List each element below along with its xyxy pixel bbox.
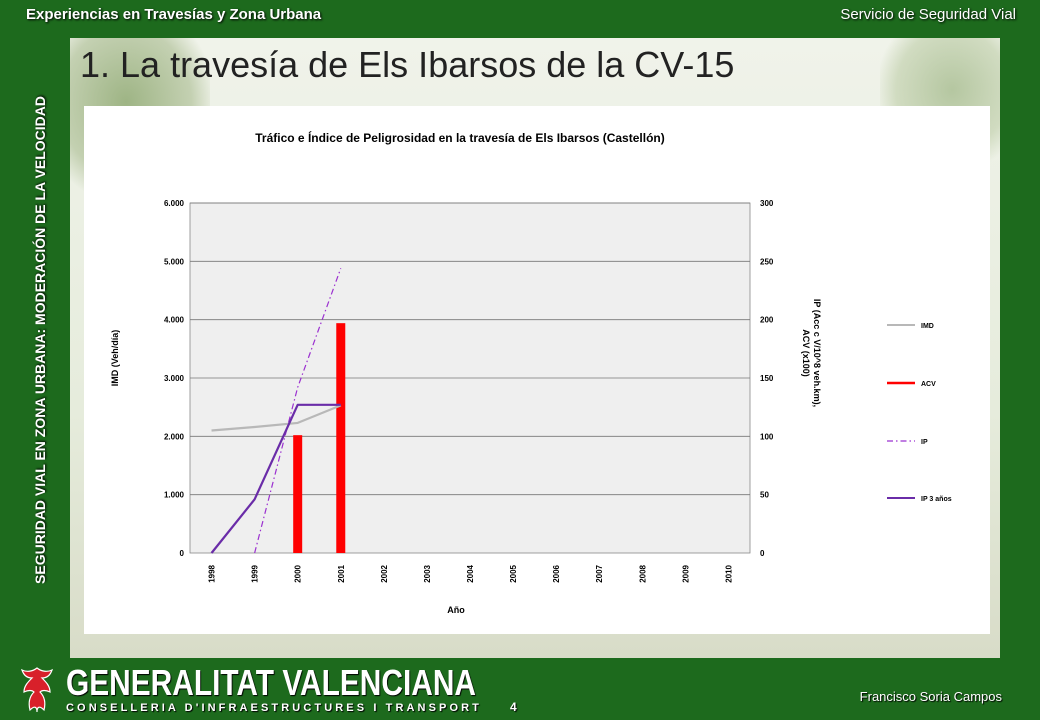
presentation-topic: Experiencias en Travesías y Zona Urbana (26, 6, 322, 23)
legend-label: IP 3 años (921, 496, 952, 503)
x-tick-label: 2000 (294, 564, 303, 582)
bat-emblem-icon (20, 667, 54, 713)
x-tick-label: 1999 (251, 564, 260, 582)
logo-name: GENERALITAT VALENCIANA (66, 662, 477, 703)
author-name: Francisco Soria Campos (859, 689, 1002, 704)
y-right-tick-label: 250 (760, 257, 774, 266)
logo-subtitle: CONSELLERIA D'INFRAESTRUCTURES I TRANSPO… (66, 702, 482, 714)
y-right-tick-label: 100 (760, 432, 774, 441)
y-right-tick-label: 150 (760, 374, 774, 383)
y-left-tick-label: 3.000 (164, 374, 185, 383)
acv-bar (336, 323, 346, 553)
y-left-tick-label: 6.000 (164, 199, 185, 208)
series-line-ip-3-aos (210, 403, 341, 554)
y-left-tick-label: 1.000 (164, 491, 185, 500)
x-tick-label: 2009 (681, 564, 690, 582)
vertical-section-label: SEGURIDAD VIAL EN ZONA URBANA: MODERACIÓ… (32, 96, 48, 584)
y-right-tick-label: 300 (760, 199, 774, 208)
x-tick-label: 2010 (724, 564, 733, 582)
y-left-tick-label: 0 (180, 549, 185, 558)
x-axis-label: Año (447, 605, 465, 615)
y-left-axis-label: IMD (Veh/día) (110, 330, 120, 387)
chart-title: Tráfico e Índice de Peligrosidad en la t… (255, 130, 664, 145)
generalitat-logo: GENERALITAT VALENCIANA CONSELLERIA D'INF… (14, 664, 479, 716)
traffic-danger-chart: Tráfico e Índice de Peligrosidad en la t… (110, 130, 952, 615)
x-tick-label: 2008 (638, 564, 647, 582)
chart-panel: Tráfico e Índice de Peligrosidad en la t… (84, 106, 990, 634)
slide-title: 1. La travesía de Els Ibarsos de la CV-1… (80, 44, 735, 85)
x-tick-label: 2005 (509, 564, 518, 582)
series-line-imd (211, 404, 342, 432)
y-left-tick-label: 5.000 (164, 257, 185, 266)
x-tick-label: 2004 (466, 564, 475, 582)
x-tick-label: 2002 (380, 564, 389, 582)
y-right-tick-label: 0 (760, 549, 765, 558)
y-left-tick-label: 4.000 (164, 316, 185, 325)
series-line-ip (254, 268, 342, 554)
y-right-tick-label: 200 (760, 316, 774, 325)
x-tick-label: 2006 (552, 564, 561, 582)
page-number: 4 (510, 700, 517, 714)
department-name: Servicio de Seguridad Vial (840, 6, 1016, 23)
y-left-tick-label: 2.000 (164, 432, 185, 441)
legend-label: IMD (921, 323, 934, 330)
y-right-axis-label: IP (Acc c V/10^8 veh.km),ACV (x100) (801, 299, 822, 407)
x-tick-label: 1998 (208, 564, 217, 582)
x-tick-label: 2007 (595, 564, 604, 582)
y-right-tick-label: 50 (760, 491, 769, 500)
acv-bar (293, 435, 303, 553)
x-tick-label: 2001 (337, 564, 346, 582)
legend-label: ACV (921, 381, 936, 388)
x-tick-label: 2003 (423, 564, 432, 582)
legend-label: IP (921, 439, 928, 446)
